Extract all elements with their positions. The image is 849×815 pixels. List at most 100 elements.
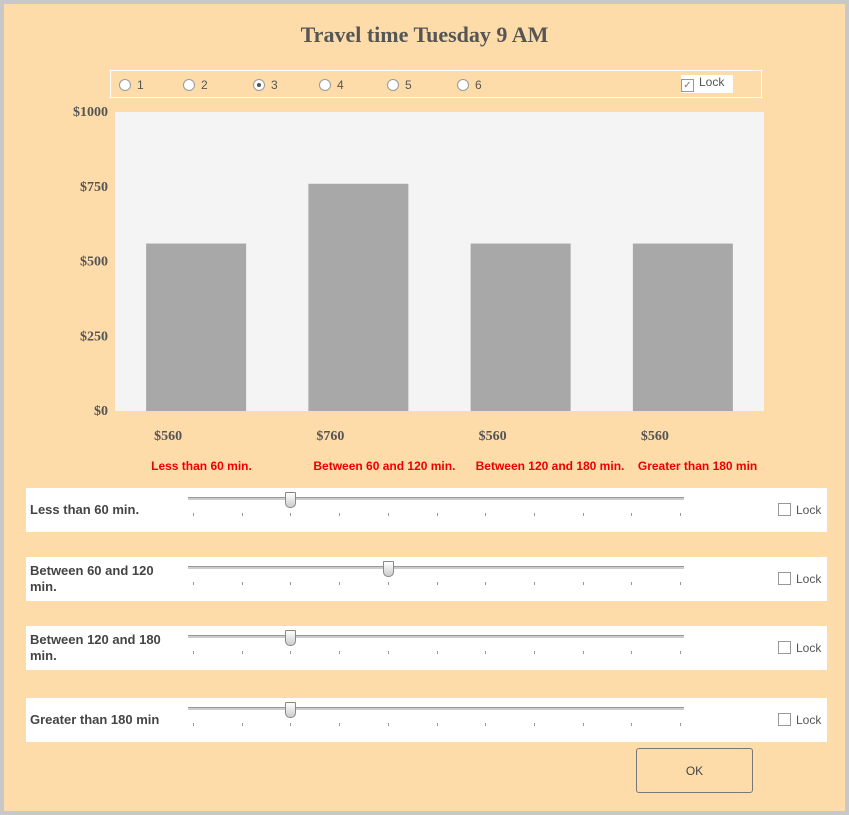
y-tick-label: $0 xyxy=(94,404,108,419)
radio-option[interactable]: 4 xyxy=(319,78,344,92)
slider-label: Between 60 and 120 min. xyxy=(30,563,154,594)
slider-tick xyxy=(680,723,681,726)
checkbox[interactable] xyxy=(778,641,791,654)
value-label: $760 xyxy=(316,429,344,444)
lock-label: Lock xyxy=(796,713,822,727)
lock-label: Lock xyxy=(699,75,725,89)
slider-thumb[interactable] xyxy=(382,561,394,577)
lock-checkbox[interactable]: Lock xyxy=(778,572,821,586)
slider-tick xyxy=(631,651,633,654)
slider-tick xyxy=(339,723,341,726)
radio-button[interactable] xyxy=(457,79,469,91)
slider-tick xyxy=(631,582,633,585)
slider-tick xyxy=(387,513,389,516)
radio-label: 5 xyxy=(405,78,412,92)
slider-tick xyxy=(631,723,633,726)
slider-thumb[interactable] xyxy=(285,630,297,646)
checkbox[interactable]: ✓ xyxy=(681,79,694,92)
slider-tick xyxy=(533,651,535,654)
slider-track[interactable] xyxy=(188,635,684,638)
lock-checkbox[interactable]: Lock xyxy=(778,641,821,655)
slider-tick xyxy=(193,651,194,654)
radio-label: 4 xyxy=(337,78,344,92)
slider-tick xyxy=(241,582,243,585)
slider-tick xyxy=(339,582,341,585)
option-bar: ✓ Lock 1 2 3 4 5 6 xyxy=(110,70,762,98)
radio-option[interactable]: 1 xyxy=(119,78,144,92)
slider-tick xyxy=(241,723,243,726)
radio-button[interactable] xyxy=(387,79,399,91)
slider-tick xyxy=(241,651,243,654)
checkbox[interactable] xyxy=(778,503,791,516)
slider-tick xyxy=(533,723,535,726)
slider-thumb[interactable] xyxy=(285,702,297,718)
slider-tick xyxy=(485,513,487,516)
radio-option[interactable]: 2 xyxy=(183,78,208,92)
radio-label: 1 xyxy=(137,78,144,92)
slider-tick xyxy=(290,582,292,585)
slider-track[interactable] xyxy=(188,566,684,569)
slider-tick xyxy=(290,651,292,654)
radio-label: 3 xyxy=(271,78,278,92)
slider-tick xyxy=(193,513,194,516)
slider-panel: Between 120 and 180 min. Lock xyxy=(26,626,827,670)
category-label: Less than 60 min. xyxy=(151,459,252,473)
slider-track[interactable] xyxy=(188,707,684,710)
slider-tick xyxy=(193,582,194,585)
lock-checkbox[interactable]: Lock xyxy=(778,503,821,517)
slider-tick xyxy=(436,651,438,654)
slider-tick xyxy=(339,513,341,516)
title: Travel time Tuesday 9 AM xyxy=(300,22,549,47)
slider-tick xyxy=(436,723,438,726)
ok-button[interactable]: OK xyxy=(636,748,753,793)
slider-label: Between 120 and 180 min. xyxy=(30,632,161,663)
slider-tick xyxy=(485,582,487,585)
category-label: Greater than 180 min xyxy=(638,459,757,473)
radio-option[interactable]: 6 xyxy=(457,78,482,92)
value-label: $560 xyxy=(479,429,507,444)
bar xyxy=(146,243,247,411)
lock-checkbox[interactable]: ✓ Lock xyxy=(681,75,733,93)
slider-tick xyxy=(533,513,535,516)
checkbox[interactable] xyxy=(778,572,791,585)
slider-thumb[interactable] xyxy=(285,492,297,508)
slider-tick xyxy=(339,651,341,654)
radio-button[interactable] xyxy=(119,79,131,91)
slider-tick xyxy=(631,513,633,516)
slider-tick xyxy=(582,582,584,585)
slider-tick xyxy=(485,723,487,726)
y-tick-label: $1000 xyxy=(73,105,108,120)
bar xyxy=(632,243,733,411)
slider-tick xyxy=(582,723,584,726)
slider-panel: Between 60 and 120 min. Lock xyxy=(26,557,827,601)
radio-option[interactable]: 5 xyxy=(387,78,412,92)
radio-button[interactable] xyxy=(319,79,331,91)
value-label: $560 xyxy=(154,429,182,444)
slider-tick xyxy=(680,582,681,585)
slider-label: Less than 60 min. xyxy=(30,502,140,517)
category-label: Between 120 and 180 min. xyxy=(476,459,625,473)
slider-tick xyxy=(436,513,438,516)
slider-tick xyxy=(290,723,292,726)
slider-panel: Greater than 180 min Lock xyxy=(26,698,827,742)
lock-label: Lock xyxy=(796,503,822,517)
chart: $0 $250 $500 $750 $1000 $560 Less than 60 min.… xyxy=(73,105,764,473)
y-tick-label: $250 xyxy=(80,329,108,344)
slider-tick xyxy=(241,513,243,516)
slider-tick xyxy=(533,582,535,585)
radio-button[interactable] xyxy=(183,79,195,91)
lock-label: Lock xyxy=(796,641,822,655)
slider-panel: Less than 60 min. Lock xyxy=(26,488,827,532)
category-label: Between 60 and 120 min. xyxy=(313,459,455,473)
bar xyxy=(470,243,571,411)
radio-label: 2 xyxy=(201,78,208,92)
checkbox[interactable] xyxy=(778,713,791,726)
lock-checkbox[interactable]: Lock xyxy=(778,713,821,727)
slider-tick xyxy=(387,651,389,654)
slider-track[interactable] xyxy=(188,497,684,500)
radio-option[interactable]: 3 xyxy=(253,78,278,92)
value-label: $560 xyxy=(641,429,669,444)
radio-button[interactable] xyxy=(253,79,265,91)
slider-tick xyxy=(387,582,389,585)
